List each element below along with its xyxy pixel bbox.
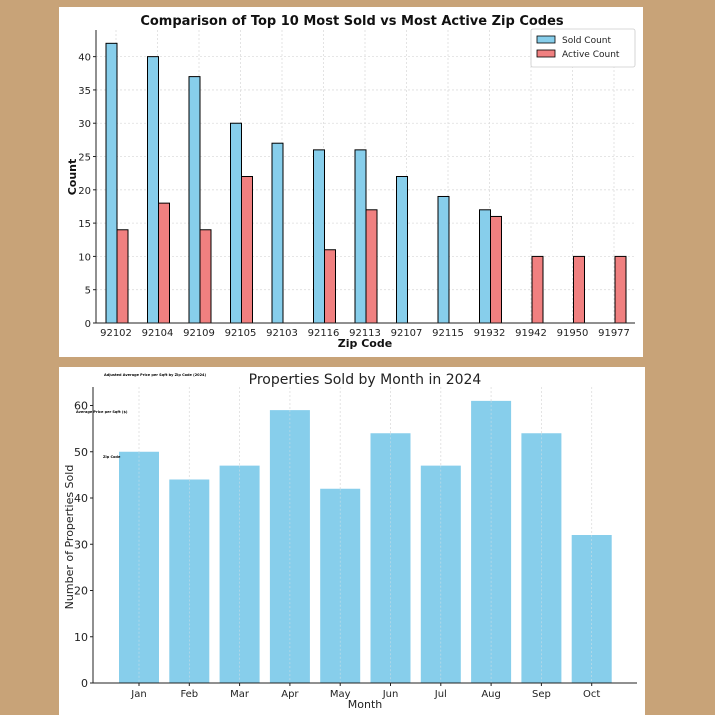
x-tick-label: Mar — [230, 689, 250, 700]
legend-swatch-sold — [536, 35, 556, 44]
axes: 0 5 10 15 20 25 30 35 40 92102 92104 92109 92105 9210… — [78, 30, 635, 339]
y-tick-label: 20 — [78, 186, 91, 197]
y-axis-label: Number of Properties Sold — [63, 465, 76, 610]
active-count-bar — [324, 249, 336, 324]
x-tick-label: Feb — [180, 689, 198, 700]
y-tick-label: 10 — [74, 631, 88, 644]
bars — [105, 42, 627, 324]
y-tick-label: 35 — [78, 86, 91, 97]
y-tick-label: 5 — [85, 286, 91, 297]
y-tick-label: 50 — [74, 446, 88, 459]
x-tick-label: 92103 — [266, 328, 298, 339]
y-tick-label: 0 — [81, 677, 88, 690]
sold-count-bar — [313, 149, 325, 324]
sold-count-bar — [437, 195, 450, 324]
zip-comparison-chart-panel: 0 5 10 15 20 25 30 35 40 92102 92104 92109 92105 9210… — [59, 7, 643, 357]
active-count-bar — [365, 209, 378, 324]
y-tick-label: 60 — [74, 400, 88, 413]
y-axis-label: Count — [66, 159, 79, 196]
x-tick-label: Apr — [281, 689, 299, 700]
x-tick-label: 91977 — [598, 328, 630, 339]
x-tick-label: 92102 — [100, 328, 132, 339]
y-tick-label: 30 — [78, 119, 91, 130]
x-tick-label: 91942 — [515, 328, 547, 339]
overlay-annotation-title: Adjusted Average Price per Sqft by Zip C… — [104, 373, 206, 377]
sold-count-bar — [396, 176, 408, 324]
sold-count-bar — [479, 209, 491, 324]
x-axis-label: Month — [348, 698, 383, 711]
zip-comparison-chart: 0 5 10 15 20 25 30 35 40 92102 92104 92109 92105 9210… — [66, 14, 636, 350]
x-tick-label: Oct — [583, 689, 600, 700]
y-tick-label: 15 — [78, 219, 91, 230]
y-tick-label: 25 — [78, 153, 91, 164]
y-tick-label: 20 — [74, 585, 88, 598]
x-tick-label: 92115 — [432, 328, 464, 339]
axes: 0 10 20 30 40 50 60 Jan Feb Mar Apr May Jun Jul Aug Sep… — [74, 387, 637, 700]
y-tick-label: 0 — [85, 319, 91, 330]
x-tick-label: Jan — [130, 689, 146, 700]
sold-count-bar — [271, 142, 284, 324]
y-tick-label: 40 — [78, 53, 91, 64]
legend-label-sold: Sold Count — [562, 36, 611, 46]
legend-box — [530, 28, 636, 68]
active-count-bar — [490, 215, 502, 324]
x-tick-label: Jul — [434, 689, 447, 700]
chart-title: Properties Sold by Month in 2024 — [249, 372, 482, 388]
x-tick-label: 92113 — [349, 328, 381, 339]
legend-label-active: Active Count — [562, 50, 620, 60]
overlay-annotation-ylabel: Average Price per Sqft ($) — [76, 410, 128, 414]
overlay-annotation-xlabel: Zip Code — [103, 455, 121, 459]
y-tick-label: 40 — [74, 492, 88, 505]
sold-count-bar — [230, 122, 242, 324]
active-count-bar — [116, 229, 129, 324]
x-tick-label: Jun — [382, 689, 399, 700]
y-tick-label: 10 — [78, 252, 91, 263]
chart-title: Comparison of Top 10 Most Sold vs Most A… — [140, 14, 564, 29]
active-count-bar — [241, 176, 253, 324]
bars — [119, 400, 612, 683]
sold-count-bar — [354, 149, 367, 324]
sold-count-bar — [105, 42, 118, 324]
active-count-bar — [199, 229, 212, 324]
sold-count-bar — [188, 76, 201, 324]
x-tick-label: 92105 — [225, 328, 257, 339]
monthly-sales-chart: 0 10 20 30 40 50 60 Jan Feb Mar Apr May Jun Jul Aug Sep… — [63, 372, 637, 711]
legend: Sold Count Active Count — [530, 28, 636, 68]
monthly-sales-chart-panel: 0 10 20 30 40 50 60 Jan Feb Mar Apr May Jun Jul Aug Sep… — [59, 367, 645, 715]
x-tick-label: 92107 — [391, 328, 423, 339]
sold-count-bar — [147, 56, 159, 324]
active-count-bar — [531, 255, 544, 324]
x-tick-label: 91950 — [557, 328, 589, 339]
x-tick-label: May — [330, 689, 351, 700]
x-tick-label: Sep — [532, 689, 551, 700]
legend-swatch-active — [536, 49, 556, 58]
active-count-bar — [614, 255, 627, 324]
x-tick-label: 92104 — [142, 328, 174, 339]
active-count-bar — [573, 255, 585, 324]
x-tick-label: 92109 — [183, 328, 215, 339]
x-tick-label: Aug — [481, 689, 501, 700]
x-axis-label: Zip Code — [338, 337, 392, 350]
x-tick-label: 91932 — [474, 328, 506, 339]
y-tick-label: 30 — [74, 538, 88, 551]
active-count-bar — [158, 202, 170, 324]
x-tick-label: 92116 — [308, 328, 340, 339]
